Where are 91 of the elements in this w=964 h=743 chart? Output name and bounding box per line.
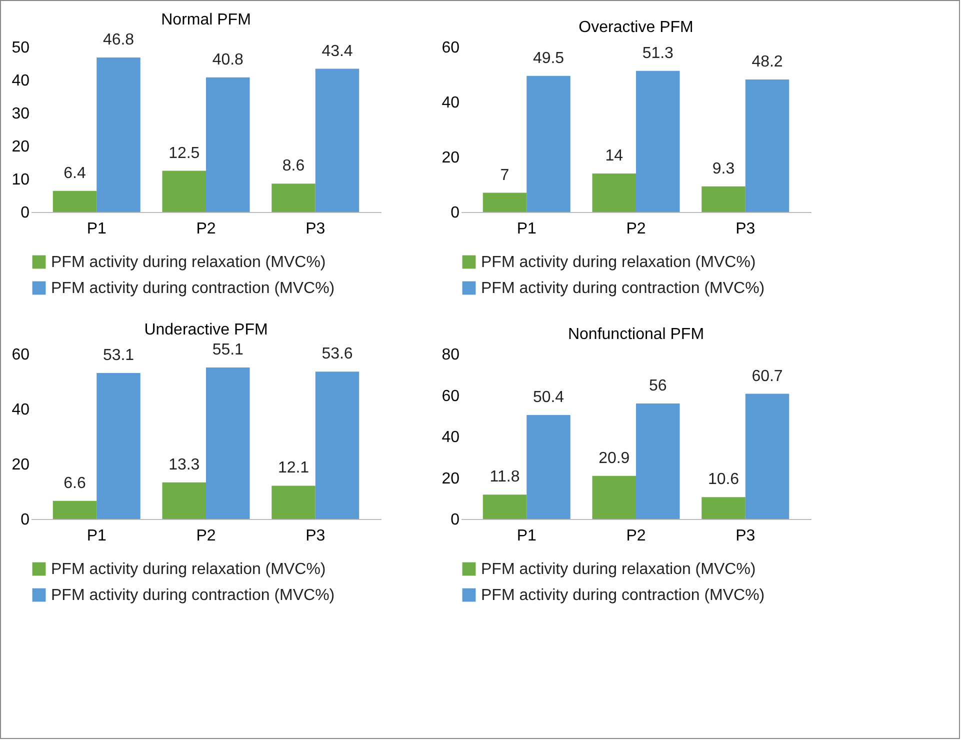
- y-tick-label: 20: [12, 456, 30, 474]
- x-tick-label: P3: [306, 528, 326, 544]
- y-tick-label: 80: [442, 346, 460, 364]
- data-label: 40.8: [212, 51, 244, 68]
- data-label: 11.8: [490, 468, 520, 486]
- bar: [96, 372, 140, 519]
- data-label: 43.4: [322, 42, 353, 60]
- y-tick-label: 40: [12, 402, 30, 418]
- chart-title: Overactive PFM: [578, 19, 694, 36]
- data-label: 10.6: [708, 471, 740, 488]
- y-tick-label: 20: [442, 150, 460, 166]
- bar: [636, 404, 680, 519]
- data-label: 60.7: [752, 368, 783, 385]
- bar: [526, 76, 570, 212]
- data-label: 55.1: [212, 341, 244, 358]
- y-tick-label: 0: [450, 512, 460, 528]
- data-label: 51.3: [642, 44, 674, 62]
- bar: [526, 415, 570, 519]
- data-label: 12.1: [278, 460, 310, 477]
- bar: [702, 186, 746, 212]
- y-tick-label: 0: [20, 512, 30, 528]
- data-label: 20.9: [598, 450, 630, 467]
- bar: [482, 192, 527, 212]
- y-tick-label: 20: [12, 138, 30, 156]
- x-tick-label: P2: [626, 220, 646, 238]
- y-tick-label: 40: [442, 94, 460, 112]
- bar: [592, 476, 636, 519]
- data-label: 9.3: [712, 160, 735, 178]
- data-label: 53.6: [322, 346, 353, 363]
- y-tick-label: 0: [450, 204, 460, 222]
- bar: [272, 486, 316, 519]
- bar: [745, 394, 790, 519]
- data-label: 12.5: [168, 144, 200, 162]
- bar: [702, 497, 746, 519]
- data-label: 8.6: [282, 158, 305, 175]
- x-tick-label: P3: [306, 220, 326, 238]
- x-tick-label: P3: [736, 220, 756, 238]
- y-tick-label: 40: [12, 72, 30, 90]
- bar: [482, 494, 527, 519]
- x-tick-label: P1: [86, 528, 107, 544]
- data-label: 53.1: [102, 346, 134, 364]
- chart-title: Nonfunctional PFM: [568, 326, 704, 343]
- chart-title: Underactive PFM: [144, 321, 268, 338]
- y-tick-label: 40: [442, 429, 460, 446]
- y-tick-label: 60: [12, 346, 30, 364]
- x-tick-label: P1: [516, 220, 537, 238]
- bar: [315, 68, 360, 212]
- data-label: 13.3: [168, 456, 200, 474]
- data-label: 46.8: [102, 32, 134, 49]
- bar: [52, 190, 97, 212]
- legend-label: PFM activity during contraction (MVC%): [481, 280, 765, 297]
- bar: [315, 372, 360, 519]
- bar: [162, 170, 206, 212]
- x-tick-label: P1: [516, 528, 537, 544]
- data-label: 7: [500, 166, 510, 184]
- bar: [592, 174, 636, 212]
- y-tick-label: 30: [12, 106, 30, 122]
- bar: [636, 70, 680, 212]
- data-label: 56: [648, 378, 667, 394]
- chart-title: Normal PFM: [161, 12, 251, 29]
- data-label: 48.2: [752, 53, 783, 70]
- legend-label: PFM activity during contraction (MVC%): [51, 280, 335, 297]
- bar: [96, 58, 140, 212]
- legend-label: PFM activity during relaxation (MVC%): [51, 254, 326, 271]
- x-tick-label: P1: [86, 220, 107, 238]
- y-tick-label: 60: [442, 388, 460, 405]
- bar: [206, 367, 250, 519]
- bar: [745, 79, 790, 212]
- bar: [162, 482, 206, 519]
- data-label: 14: [605, 148, 624, 164]
- data-label: 49.5: [532, 50, 564, 67]
- x-tick-label: P2: [626, 528, 646, 544]
- y-tick-label: 60: [442, 40, 460, 56]
- data-label: 50.4: [532, 389, 564, 406]
- legend-label: PFM activity during relaxation (MVC%): [481, 561, 756, 578]
- legend-label: PFM activity during contraction (MVC%): [481, 587, 765, 604]
- legend-label: PFM activity during relaxation (MVC%): [481, 254, 756, 271]
- y-tick-label: 20: [442, 470, 460, 488]
- x-tick-label: P2: [196, 528, 216, 544]
- y-tick-label: 50: [12, 40, 30, 56]
- x-tick-label: P2: [196, 220, 216, 238]
- x-tick-label: P3: [736, 528, 756, 544]
- y-tick-label: 0: [20, 204, 30, 222]
- legend-label: PFM activity during contraction (MVC%): [51, 587, 335, 604]
- bar: [272, 184, 316, 212]
- legend-label: PFM activity during relaxation (MVC%): [51, 561, 326, 578]
- bar: [206, 77, 250, 212]
- data-label: 6.6: [64, 474, 86, 492]
- bar: [52, 500, 97, 519]
- data-label: 6.4: [64, 164, 86, 182]
- y-tick-label: 10: [12, 172, 30, 188]
